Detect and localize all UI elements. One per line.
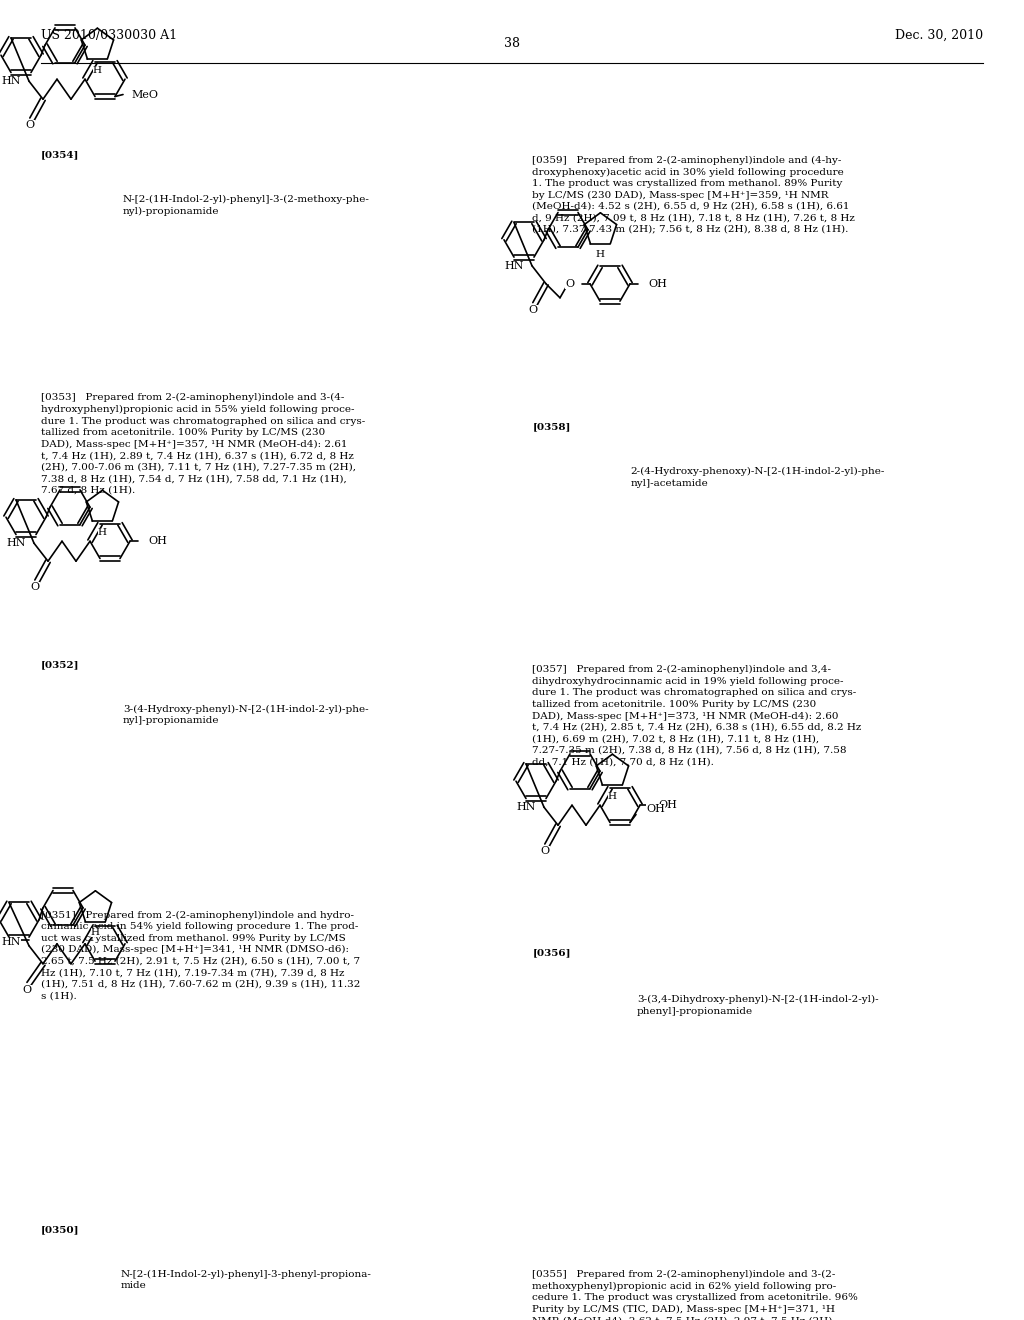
Text: H: H: [596, 251, 605, 259]
Text: O: O: [565, 279, 574, 289]
Text: HN: HN: [505, 261, 524, 271]
Text: [0350]: [0350]: [41, 1225, 80, 1234]
Text: O: O: [23, 985, 32, 995]
Text: H: H: [98, 528, 106, 537]
Text: H: H: [93, 66, 102, 75]
Text: 38: 38: [504, 37, 520, 50]
Text: Dec. 30, 2010: Dec. 30, 2010: [895, 29, 983, 42]
Text: 3-(4-Hydroxy-phenyl)-N-[2-(1H-indol-2-yl)-phe-
nyl]-propionamide: 3-(4-Hydroxy-phenyl)-N-[2-(1H-indol-2-yl…: [123, 705, 369, 726]
Text: OH: OH: [646, 804, 665, 813]
Text: [0358]: [0358]: [532, 422, 570, 432]
Text: 2-(4-Hydroxy-phenoxy)-N-[2-(1H-indol-2-yl)-phe-
nyl]-acetamide: 2-(4-Hydroxy-phenoxy)-N-[2-(1H-indol-2-y…: [631, 467, 885, 488]
Text: HN: HN: [516, 803, 536, 812]
Text: N-[2-(1H-Indol-2-yl)-phenyl]-3-phenyl-propiona-
mide: N-[2-(1H-Indol-2-yl)-phenyl]-3-phenyl-pr…: [121, 1270, 371, 1291]
Text: O: O: [528, 305, 538, 314]
Text: 3-(3,4-Dihydroxy-phenyl)-N-[2-(1H-indol-2-yl)-
phenyl]-propionamide: 3-(3,4-Dihydroxy-phenyl)-N-[2-(1H-indol-…: [637, 995, 879, 1016]
Text: OH: OH: [658, 800, 677, 810]
Text: MeO: MeO: [131, 90, 158, 99]
Text: [0354]: [0354]: [41, 150, 79, 160]
Text: O: O: [541, 846, 550, 857]
Text: OH: OH: [148, 536, 167, 546]
Text: O: O: [31, 582, 40, 593]
Text: HN: HN: [1, 77, 22, 86]
Text: OH: OH: [648, 279, 667, 289]
Text: N-[2-(1H-Indol-2-yl)-phenyl]-3-(2-methoxy-phe-
nyl)-propionamide: N-[2-(1H-Indol-2-yl)-phenyl]-3-(2-methox…: [122, 195, 370, 216]
Text: [0357]   Prepared from 2-(2-aminophenyl)indole and 3,4-
dihydroxyhydrocinnamic a: [0357] Prepared from 2-(2-aminophenyl)in…: [532, 665, 862, 767]
Text: [0352]: [0352]: [41, 660, 80, 669]
Text: HN: HN: [6, 539, 26, 548]
Text: [0351]   Prepared from 2-(2-aminophenyl)indole and hydro-
cinnamic acid in 54% y: [0351] Prepared from 2-(2-aminophenyl)in…: [41, 911, 360, 1001]
Text: [0355]   Prepared from 2-(2-aminophenyl)indole and 3-(2-
methoxyphenyl)propionic: [0355] Prepared from 2-(2-aminophenyl)in…: [532, 1270, 858, 1320]
Text: O: O: [26, 120, 35, 131]
Text: H: H: [91, 928, 100, 937]
Text: [0353]   Prepared from 2-(2-aminophenyl)indole and 3-(4-
hydroxyphenyl)propionic: [0353] Prepared from 2-(2-aminophenyl)in…: [41, 393, 366, 495]
Text: [0356]: [0356]: [532, 948, 571, 957]
Text: US 2010/0330030 A1: US 2010/0330030 A1: [41, 29, 177, 42]
Text: H: H: [608, 792, 616, 801]
Text: HN: HN: [1, 937, 22, 946]
Text: [0359]   Prepared from 2-(2-aminophenyl)indole and (4-hy-
droxyphenoxy)acetic ac: [0359] Prepared from 2-(2-aminophenyl)in…: [532, 156, 855, 234]
